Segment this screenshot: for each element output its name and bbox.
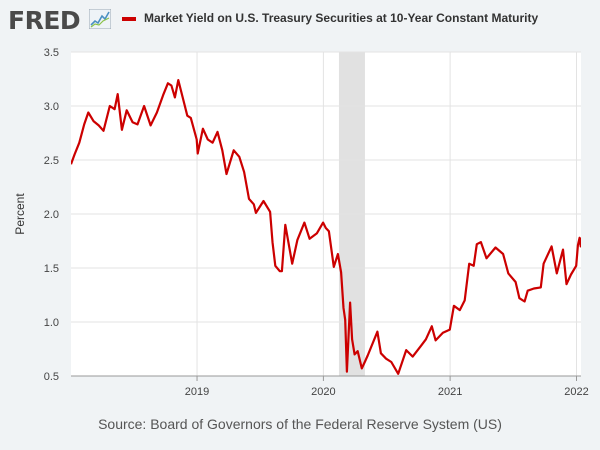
x-tick-label: 2020	[311, 386, 335, 398]
chart-line-icon	[89, 9, 111, 29]
y-tick-label: 2.5	[44, 155, 59, 167]
fred-logo[interactable]: FRED	[8, 6, 81, 35]
source-note: Source: Board of Governors of the Federa…	[98, 416, 502, 432]
series-line-0	[71, 78, 581, 375]
legend-swatch	[122, 17, 136, 21]
line-chart: 0.5 1.0 1.5 2.0 2.5 3.0 3.5 2019 2020 2021 2022 Per…	[13, 47, 589, 398]
x-tick-label: 2019	[185, 386, 209, 398]
y-tick-label: 3.0	[44, 101, 59, 113]
chart-header: FRED Market Yield on U.S. Treasury Secur…	[0, 0, 600, 40]
y-tick-label: 1.5	[44, 263, 59, 275]
y-axis-label: Percent	[13, 193, 27, 235]
legend-label: Market Yield on U.S. Treasury Securities…	[144, 11, 539, 25]
y-tick-label: 0.5	[44, 371, 59, 383]
x-tick-label: 2022	[564, 386, 588, 398]
y-tick-label: 2.0	[44, 209, 59, 221]
x-tick-label: 2021	[438, 386, 462, 398]
y-tick-label: 3.5	[44, 47, 59, 59]
y-tick-label: 1.0	[44, 317, 59, 329]
